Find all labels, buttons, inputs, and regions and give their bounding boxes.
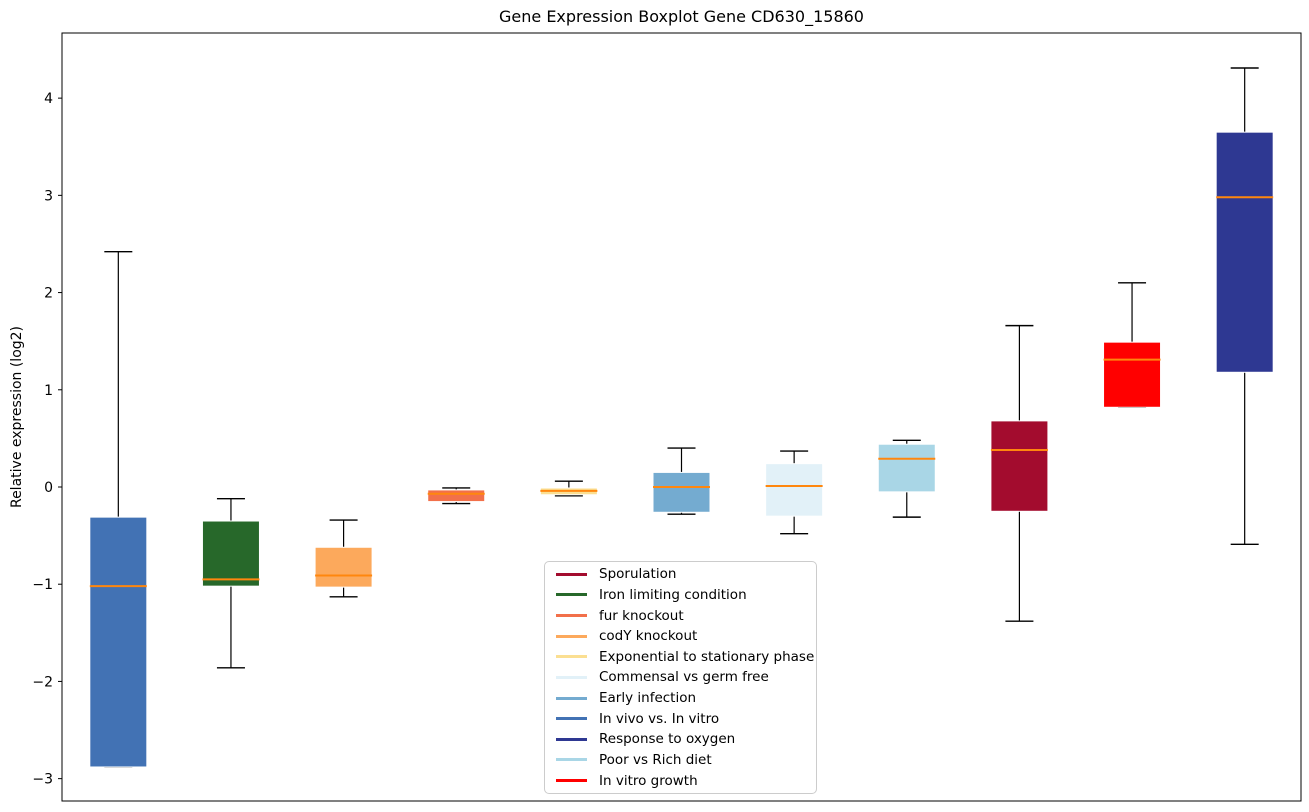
legend-box: Sporulation Iron limiting condition fur kn… (544, 561, 817, 794)
legend-swatch-icon (556, 614, 587, 618)
legend-swatch-icon (556, 655, 587, 659)
legend-label: Exponential to stationary phase (599, 648, 815, 665)
legend-label: In vitro growth (599, 772, 698, 789)
legend-swatch-icon (556, 779, 587, 783)
legend-swatch-icon (556, 675, 587, 679)
legend-item-in-vivo-vs-in-vitro: In vivo vs. In vitro (551, 709, 810, 728)
box-fur-knockout (427, 489, 486, 503)
legend-swatch-icon (556, 696, 587, 700)
box-sporulation (990, 420, 1049, 512)
box-poor-vs-rich-diet (877, 443, 936, 493)
legend-item-response-to-oxygen: Response to oxygen (551, 730, 810, 749)
box-in-vitro-growth (1103, 341, 1162, 408)
legend-label: Poor vs Rich diet (599, 751, 712, 768)
box-commensal-vs-germ-free (765, 463, 824, 517)
legend-label: Early infection (599, 690, 697, 707)
legend-label: fur knockout (599, 607, 684, 624)
y-tick-label: 1 (44, 383, 53, 399)
legend-item-cody-knockout: codY knockout (551, 627, 810, 646)
legend-label: Response to oxygen (599, 731, 736, 748)
legend-label: Sporulation (599, 566, 677, 583)
chart-title: Gene Expression Boxplot Gene CD630_15860 (499, 7, 864, 26)
box-early-infection (652, 471, 711, 513)
legend-label: Commensal vs germ free (599, 669, 769, 686)
legend-item-iron-limiting-condition: Iron limiting condition (551, 585, 810, 604)
legend-label: codY knockout (599, 628, 698, 645)
legend-swatch-icon (556, 717, 587, 721)
legend-item-early-infection: Early infection (551, 689, 810, 708)
y-tick-label: −1 (32, 577, 53, 593)
y-tick-label: −2 (32, 674, 53, 690)
y-tick-label: 2 (44, 286, 53, 302)
legend-item-exponential-to-stationary-phase: Exponential to stationary phase (551, 647, 814, 666)
legend-item-in-vitro-growth: In vitro growth (551, 771, 810, 790)
legend-label: Iron limiting condition (599, 586, 747, 603)
box-response-to-oxygen (1215, 131, 1274, 373)
legend-item-commensal-vs-germ-free: Commensal vs germ free (551, 668, 810, 687)
legend-swatch-icon (556, 758, 587, 762)
legend-swatch-icon (556, 737, 587, 741)
box-iron-limiting-condition (201, 520, 260, 587)
axes-spines (61, 32, 1302, 802)
legend-swatch-icon (556, 572, 587, 576)
legend-item-fur-knockout: fur knockout (551, 606, 810, 625)
y-tick-label: 3 (44, 188, 53, 204)
legend-label: In vivo vs. In vitro (599, 710, 720, 727)
legend-swatch-icon (556, 593, 587, 597)
y-tick-label: 4 (44, 91, 53, 107)
box-cody-knockout (314, 546, 373, 588)
legend-item-poor-vs-rich-diet: Poor vs Rich diet (551, 750, 810, 769)
legend-item-sporulation: Sporulation (551, 565, 810, 584)
y-tick-label: −3 (32, 772, 53, 788)
box-in-vivo-vs-in-vitro (89, 516, 148, 768)
legend-swatch-icon (556, 634, 587, 638)
y-tick-label: 0 (44, 480, 53, 496)
